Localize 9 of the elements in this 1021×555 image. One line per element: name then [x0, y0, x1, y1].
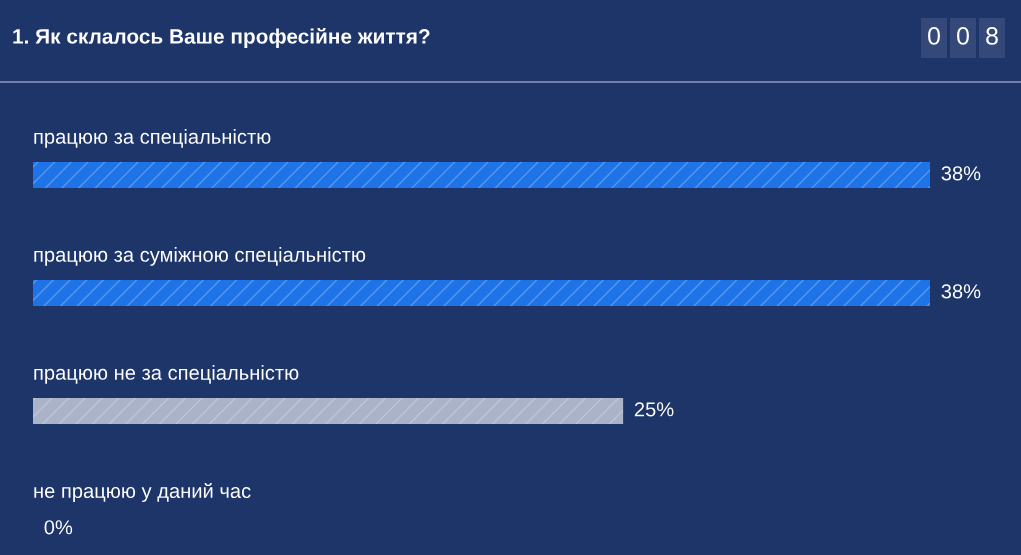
data-label: 38% [941, 166, 981, 181]
data-label: 0% [44, 520, 73, 535]
y-tick-label: працюю за суміжною спеціальністю [34, 247, 366, 266]
data-label: 38% [941, 284, 981, 299]
y-tick-label: працюю за спеціальністю [34, 129, 271, 148]
y-tick-label: не працюю у даний час [34, 482, 251, 503]
y-tick-label: працюю не за спеціальністю [34, 365, 299, 384]
data-label: 25% [634, 402, 674, 417]
chart-title: 1. Як склалось Ваше професійне життя? [13, 28, 430, 48]
